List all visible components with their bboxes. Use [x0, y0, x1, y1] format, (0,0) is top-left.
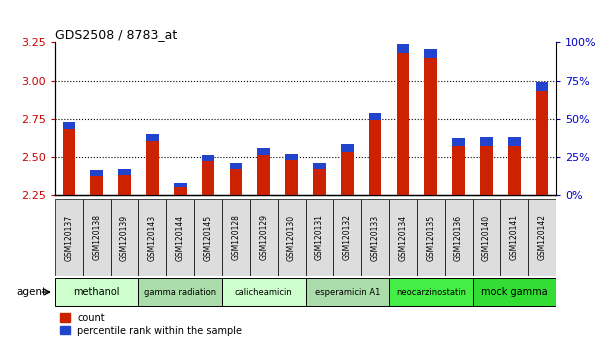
FancyBboxPatch shape — [528, 199, 556, 276]
Text: GSM120140: GSM120140 — [482, 215, 491, 261]
FancyBboxPatch shape — [306, 199, 334, 276]
Bar — [452, 138, 465, 146]
FancyBboxPatch shape — [389, 199, 417, 276]
FancyBboxPatch shape — [111, 199, 139, 276]
FancyBboxPatch shape — [194, 199, 222, 276]
Text: GSM120136: GSM120136 — [454, 215, 463, 261]
Text: GSM120145: GSM120145 — [203, 215, 213, 261]
Bar — [341, 152, 354, 195]
Bar — [341, 144, 354, 152]
FancyBboxPatch shape — [55, 199, 83, 276]
Text: GSM120137: GSM120137 — [64, 215, 73, 261]
FancyBboxPatch shape — [55, 278, 139, 306]
FancyBboxPatch shape — [361, 199, 389, 276]
Text: mock gamma: mock gamma — [481, 287, 547, 297]
FancyBboxPatch shape — [250, 199, 277, 276]
Text: esperamicin A1: esperamicin A1 — [315, 287, 380, 297]
Text: GSM120144: GSM120144 — [176, 215, 185, 261]
Text: GSM120143: GSM120143 — [148, 215, 157, 261]
Bar — [257, 155, 270, 195]
Bar — [536, 82, 548, 91]
Bar — [257, 148, 270, 155]
Text: GSM120139: GSM120139 — [120, 215, 129, 261]
Bar — [63, 129, 75, 195]
Bar — [119, 169, 131, 175]
Bar — [369, 113, 381, 120]
Text: GSM120141: GSM120141 — [510, 215, 519, 261]
Bar — [425, 48, 437, 58]
Text: GSM120138: GSM120138 — [92, 215, 101, 261]
FancyBboxPatch shape — [334, 199, 361, 276]
Text: GSM120131: GSM120131 — [315, 215, 324, 261]
Text: GSM120135: GSM120135 — [426, 215, 435, 261]
Text: methanol: methanol — [73, 287, 120, 297]
Bar — [452, 146, 465, 195]
FancyBboxPatch shape — [389, 278, 472, 306]
Text: GSM120129: GSM120129 — [259, 215, 268, 261]
Bar — [313, 169, 326, 195]
FancyBboxPatch shape — [222, 199, 250, 276]
Bar — [119, 175, 131, 195]
Bar — [508, 146, 521, 195]
FancyBboxPatch shape — [417, 199, 445, 276]
FancyBboxPatch shape — [306, 278, 389, 306]
Bar — [202, 155, 214, 161]
Text: GSM120132: GSM120132 — [343, 215, 352, 261]
Text: GSM120142: GSM120142 — [538, 215, 547, 261]
FancyBboxPatch shape — [83, 199, 111, 276]
Text: GDS2508 / 8783_at: GDS2508 / 8783_at — [55, 28, 177, 41]
Text: gamma radiation: gamma radiation — [144, 287, 216, 297]
Bar — [230, 169, 242, 195]
Bar — [230, 163, 242, 169]
Bar — [480, 137, 492, 146]
Bar — [480, 146, 492, 195]
FancyBboxPatch shape — [500, 199, 528, 276]
Bar — [397, 44, 409, 53]
Text: GSM120128: GSM120128 — [232, 215, 240, 261]
Bar — [397, 53, 409, 195]
Text: calicheamicin: calicheamicin — [235, 287, 293, 297]
Bar — [425, 58, 437, 195]
Bar — [90, 176, 103, 195]
Text: GSM120133: GSM120133 — [371, 215, 379, 261]
FancyBboxPatch shape — [277, 199, 306, 276]
Bar — [508, 137, 521, 146]
Bar — [90, 170, 103, 176]
Text: agent: agent — [16, 287, 46, 297]
Bar — [285, 154, 298, 160]
FancyBboxPatch shape — [222, 278, 306, 306]
Bar — [313, 163, 326, 169]
FancyBboxPatch shape — [445, 199, 472, 276]
FancyBboxPatch shape — [472, 278, 556, 306]
FancyBboxPatch shape — [472, 199, 500, 276]
Text: GSM120134: GSM120134 — [398, 215, 408, 261]
Bar — [146, 141, 159, 195]
FancyBboxPatch shape — [139, 199, 166, 276]
Bar — [536, 91, 548, 195]
Bar — [174, 183, 186, 187]
Bar — [202, 161, 214, 195]
Text: GSM120130: GSM120130 — [287, 215, 296, 261]
FancyBboxPatch shape — [139, 278, 222, 306]
Text: neocarzinostatin: neocarzinostatin — [396, 287, 466, 297]
Bar — [63, 122, 75, 129]
Bar — [369, 120, 381, 195]
Bar — [174, 187, 186, 195]
FancyBboxPatch shape — [166, 199, 194, 276]
Legend: count, percentile rank within the sample: count, percentile rank within the sample — [60, 313, 243, 336]
Bar — [285, 160, 298, 195]
Bar — [146, 134, 159, 141]
